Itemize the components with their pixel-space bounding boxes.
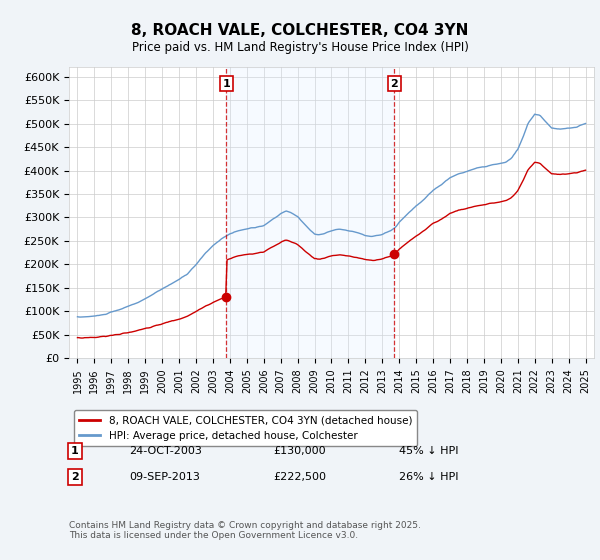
Text: 2: 2 xyxy=(390,78,398,88)
Bar xyxy=(226,67,394,358)
Legend: 8, ROACH VALE, COLCHESTER, CO4 3YN (detached house), HPI: Average price, detache: 8, ROACH VALE, COLCHESTER, CO4 3YN (deta… xyxy=(74,410,417,446)
Text: 24-OCT-2003: 24-OCT-2003 xyxy=(129,446,202,456)
Text: 1: 1 xyxy=(223,78,230,88)
Text: 1: 1 xyxy=(71,446,79,456)
Text: Contains HM Land Registry data © Crown copyright and database right 2025.
This d: Contains HM Land Registry data © Crown c… xyxy=(69,521,421,540)
Text: 2: 2 xyxy=(71,472,79,482)
Text: 26% ↓ HPI: 26% ↓ HPI xyxy=(399,472,458,482)
Text: 09-SEP-2013: 09-SEP-2013 xyxy=(129,472,200,482)
Text: 8, ROACH VALE, COLCHESTER, CO4 3YN: 8, ROACH VALE, COLCHESTER, CO4 3YN xyxy=(131,24,469,38)
Text: 45% ↓ HPI: 45% ↓ HPI xyxy=(399,446,458,456)
Text: £130,000: £130,000 xyxy=(273,446,326,456)
Text: Price paid vs. HM Land Registry's House Price Index (HPI): Price paid vs. HM Land Registry's House … xyxy=(131,41,469,54)
Text: £222,500: £222,500 xyxy=(273,472,326,482)
